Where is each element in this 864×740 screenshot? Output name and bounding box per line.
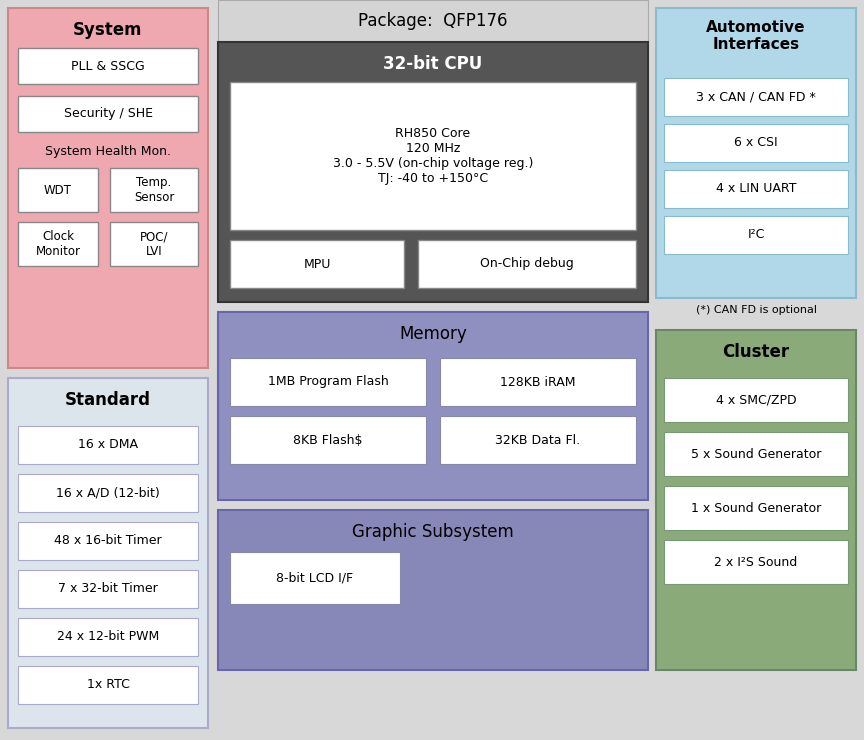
Bar (664, 216, 848, 254)
Bar (218, 0, 648, 42)
Text: 8KB Flash$: 8KB Flash$ (293, 434, 363, 446)
Bar (18, 96, 198, 132)
Text: On-Chip debug: On-Chip debug (480, 258, 574, 271)
Bar (18, 474, 198, 512)
Bar (230, 240, 404, 288)
Text: System: System (73, 21, 143, 39)
Bar (110, 168, 198, 212)
Text: POC/
LVI: POC/ LVI (140, 230, 168, 258)
Text: Automotive
Interfaces: Automotive Interfaces (706, 20, 806, 53)
Text: Memory: Memory (399, 325, 467, 343)
Text: Security / SHE: Security / SHE (63, 107, 153, 121)
Bar (18, 426, 198, 464)
Bar (8, 378, 208, 728)
Text: 48 x 16-bit Timer: 48 x 16-bit Timer (54, 534, 162, 548)
Bar (218, 42, 648, 302)
Bar (230, 358, 426, 406)
Text: RH850 Core
120 MHz
3.0 - 5.5V (on-chip voltage reg.)
TJ: -40 to +150°C: RH850 Core 120 MHz 3.0 - 5.5V (on-chip v… (333, 127, 533, 185)
Bar (230, 82, 636, 230)
Text: Cluster: Cluster (722, 343, 790, 361)
Text: Package:  QFP176: Package: QFP176 (359, 12, 508, 30)
Bar (18, 570, 198, 608)
Bar (664, 124, 848, 162)
Bar (664, 378, 848, 422)
Text: Standard: Standard (65, 391, 151, 409)
Text: 3 x CAN / CAN FD *: 3 x CAN / CAN FD * (696, 90, 816, 104)
Text: 2 x I²S Sound: 2 x I²S Sound (715, 556, 797, 568)
Bar (418, 240, 636, 288)
Text: System Health Mon.: System Health Mon. (45, 146, 171, 158)
Bar (18, 618, 198, 656)
Bar (18, 48, 198, 84)
Text: 1 x Sound Generator: 1 x Sound Generator (691, 502, 821, 514)
Text: 16 x A/D (12-bit): 16 x A/D (12-bit) (56, 486, 160, 500)
Text: Temp.
Sensor: Temp. Sensor (134, 176, 175, 204)
Bar (18, 666, 198, 704)
Text: 24 x 12-bit PWM: 24 x 12-bit PWM (57, 630, 159, 644)
Text: Graphic Subsystem: Graphic Subsystem (353, 523, 514, 541)
Bar (664, 170, 848, 208)
Text: 1x RTC: 1x RTC (86, 679, 130, 691)
Text: 7 x 32-bit Timer: 7 x 32-bit Timer (58, 582, 158, 596)
Text: 16 x DMA: 16 x DMA (78, 439, 138, 451)
Text: 8-bit LCD I/F: 8-bit LCD I/F (276, 571, 353, 585)
Bar (18, 168, 98, 212)
Text: 5 x Sound Generator: 5 x Sound Generator (691, 448, 821, 460)
Text: 4 x SMC/ZPD: 4 x SMC/ZPD (715, 394, 797, 406)
Text: (*) CAN FD is optional: (*) CAN FD is optional (696, 305, 816, 315)
Text: 6 x CSI: 6 x CSI (734, 136, 778, 149)
Bar (656, 8, 856, 298)
Bar (230, 416, 426, 464)
Bar (110, 222, 198, 266)
Text: MPU: MPU (303, 258, 331, 271)
Bar (664, 78, 848, 116)
Bar (664, 540, 848, 584)
Text: PLL & SSCG: PLL & SSCG (71, 59, 145, 73)
Text: Clock
Monitor: Clock Monitor (35, 230, 80, 258)
Text: 32-bit CPU: 32-bit CPU (384, 55, 483, 73)
Text: 4 x LIN UART: 4 x LIN UART (715, 183, 797, 195)
Text: 128KB iRAM: 128KB iRAM (500, 375, 575, 388)
Bar (18, 522, 198, 560)
Text: WDT: WDT (44, 184, 72, 197)
Bar (656, 330, 856, 670)
Text: I²C: I²C (747, 229, 765, 241)
Bar (218, 312, 648, 500)
Bar (218, 510, 648, 670)
Bar (440, 358, 636, 406)
Bar (18, 222, 98, 266)
Bar (8, 8, 208, 368)
Text: 1MB Program Flash: 1MB Program Flash (268, 375, 389, 388)
Bar (664, 486, 848, 530)
Bar (664, 432, 848, 476)
Text: 32KB Data Fl.: 32KB Data Fl. (495, 434, 581, 446)
Bar (230, 552, 400, 604)
Bar (440, 416, 636, 464)
